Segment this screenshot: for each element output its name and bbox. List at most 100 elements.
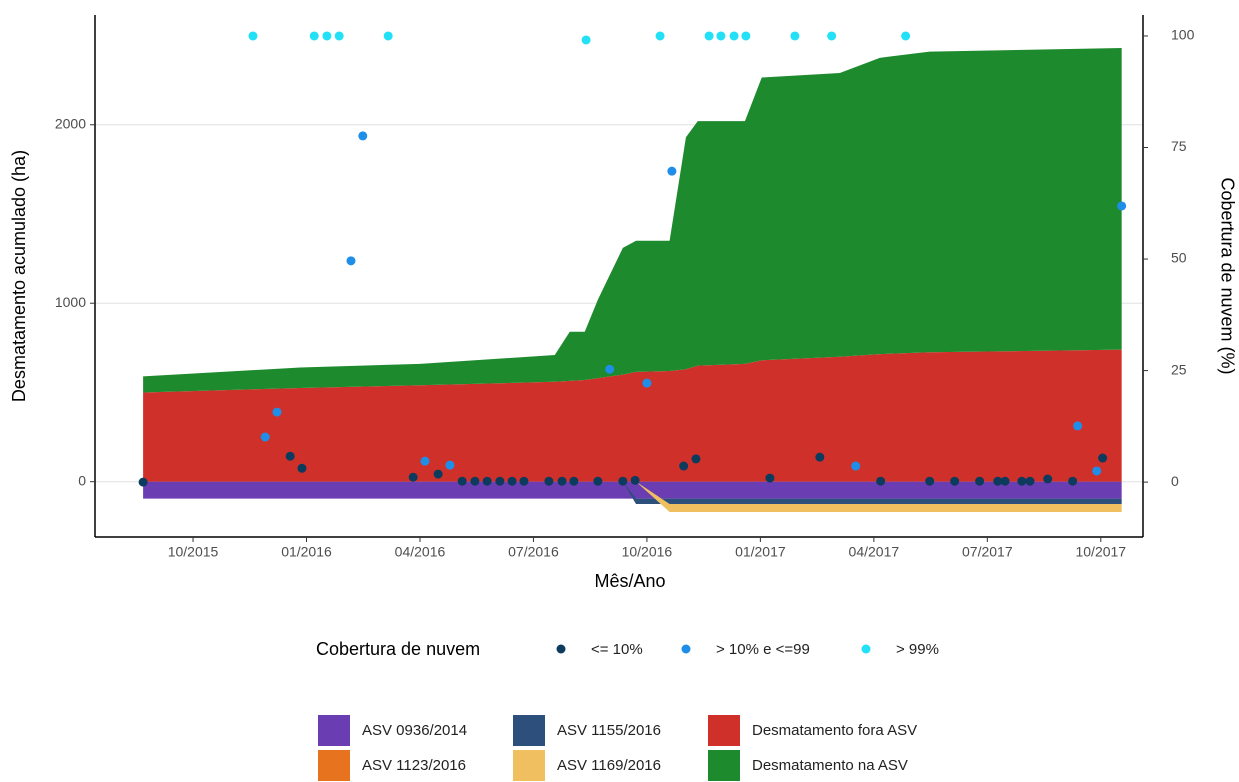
point [457, 476, 467, 486]
area [143, 349, 1122, 482]
point [1068, 476, 1078, 486]
point [827, 31, 837, 41]
point [358, 131, 368, 141]
y2-tick-label: 25 [1171, 361, 1187, 377]
point [1000, 476, 1010, 486]
point [815, 452, 825, 462]
point [272, 407, 282, 417]
legend-label: <= 10% [591, 641, 643, 658]
point [334, 31, 344, 41]
area [143, 481, 1122, 513]
point [790, 31, 800, 41]
point [1017, 476, 1027, 486]
y-tick-label: 2000 [55, 115, 86, 131]
x-tick-label: 10/2015 [168, 544, 219, 560]
legend-label: > 10% e <=99 [716, 641, 810, 658]
legend-label: ASV 0936/2014 [362, 722, 467, 739]
legend-swatch [708, 715, 740, 746]
point [655, 31, 665, 41]
point [704, 31, 714, 41]
legend-label: ASV 1169/2016 [557, 757, 661, 774]
point [297, 463, 307, 473]
point [470, 476, 480, 486]
point [260, 432, 270, 442]
legend-swatch [708, 750, 740, 781]
y2-tick-label: 0 [1171, 473, 1179, 489]
legend-swatch [318, 750, 350, 781]
legend-label: Desmatamento na ASV [752, 757, 908, 774]
y2-axis-title: Cobertura de nuvem (%) [1217, 177, 1237, 374]
point [593, 476, 603, 486]
point [1025, 476, 1035, 486]
x-tick-label: 10/2017 [1075, 544, 1126, 560]
y2-tick-label: 50 [1171, 250, 1187, 266]
point [993, 476, 1003, 486]
point [445, 460, 455, 470]
point [519, 476, 529, 486]
point [569, 476, 579, 486]
legend-marker [681, 644, 691, 654]
point [741, 31, 751, 41]
point [901, 31, 911, 41]
point [605, 364, 615, 374]
point [346, 256, 356, 266]
x-tick-label: 04/2016 [395, 544, 446, 560]
area [143, 481, 1122, 504]
point [322, 31, 332, 41]
x-tick-label: 10/2016 [622, 544, 673, 560]
point [729, 31, 739, 41]
point [1043, 474, 1053, 484]
point [667, 166, 677, 176]
point [851, 461, 861, 471]
legend-swatch [513, 750, 545, 781]
x-tick-label: 01/2017 [735, 544, 786, 560]
point [876, 476, 886, 486]
point [138, 477, 148, 487]
y-axis-title: Desmatamento acumulado (ha) [9, 150, 29, 402]
point [248, 31, 258, 41]
point [618, 476, 628, 486]
point [1092, 466, 1102, 476]
legend-marker [556, 644, 566, 654]
legend-marker [861, 644, 871, 654]
point [975, 476, 985, 486]
x-tick-label: 07/2017 [962, 544, 1013, 560]
area [143, 48, 1122, 393]
point [1073, 421, 1083, 431]
point [309, 31, 319, 41]
y-tick-label: 0 [78, 472, 86, 488]
legend-swatch [513, 715, 545, 746]
point [433, 469, 443, 479]
y2-tick-label: 75 [1171, 138, 1187, 154]
point [383, 31, 393, 41]
point [408, 472, 418, 482]
point [495, 476, 505, 486]
point [716, 31, 726, 41]
area [143, 481, 1122, 499]
x-tick-label: 04/2017 [849, 544, 900, 560]
x-axis-title: Mês/Ano [594, 571, 665, 591]
x-tick-label: 01/2016 [281, 544, 332, 560]
legend-label: Desmatamento fora ASV [752, 722, 917, 739]
point [642, 378, 652, 388]
y-tick-label: 1000 [55, 294, 86, 310]
point [630, 475, 640, 485]
point [285, 451, 295, 461]
point [925, 476, 935, 486]
legend-label: ASV 1123/2016 [362, 757, 466, 774]
y2-tick-label: 100 [1171, 27, 1195, 43]
legend-label: > 99% [896, 641, 939, 658]
point [691, 454, 701, 464]
point [950, 476, 960, 486]
x-tick-label: 07/2016 [508, 544, 559, 560]
point [507, 476, 517, 486]
point [544, 476, 554, 486]
legend-title: Cobertura de nuvem [316, 639, 480, 659]
point [679, 461, 689, 471]
point [420, 456, 430, 466]
legend-swatch [318, 715, 350, 746]
legend-label: ASV 1155/2016 [557, 722, 661, 739]
point [1117, 201, 1127, 211]
point [557, 476, 567, 486]
